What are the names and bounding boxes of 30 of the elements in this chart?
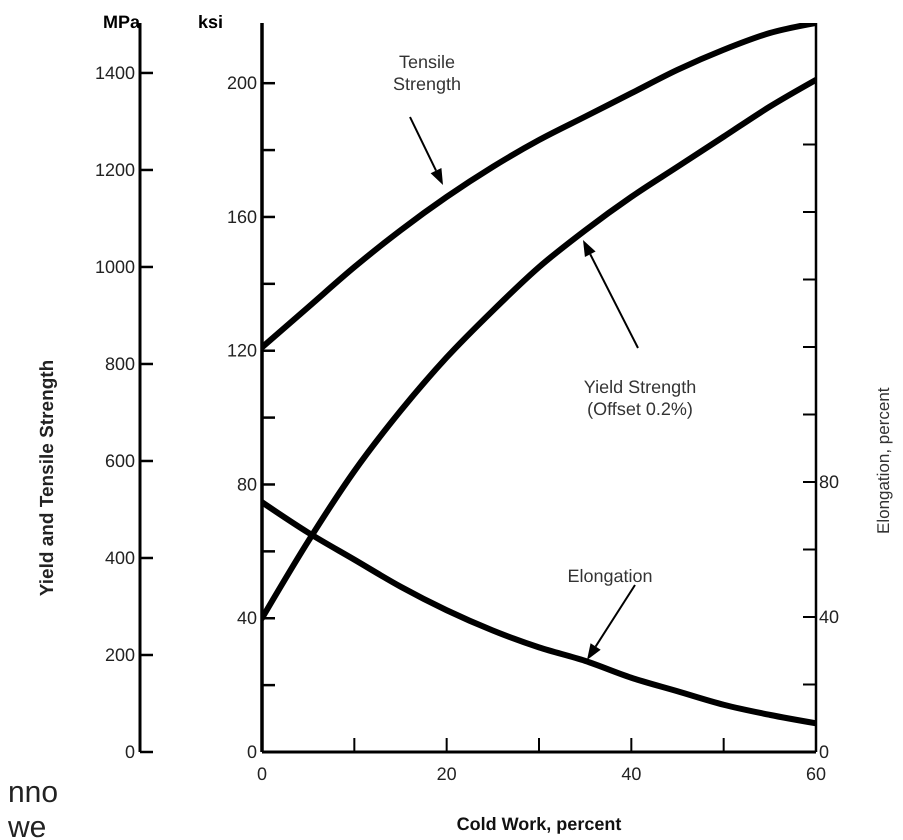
y3-tick-label: 1400 xyxy=(94,62,135,83)
y3-axis-title: MPa xyxy=(102,12,140,33)
x-axis-title: Cold Work, percent xyxy=(456,814,622,834)
y3-tick-label: 1200 xyxy=(94,160,135,180)
y-tick-label: 160 xyxy=(226,206,257,227)
x-tick-label: 20 xyxy=(436,764,457,784)
y-tick-label: 0 xyxy=(246,742,257,762)
y2-tick-label: 0 xyxy=(819,742,830,762)
y-tick-label: 80 xyxy=(236,474,257,494)
annotation: Yield Strength (Offset 0.2%) xyxy=(584,376,696,420)
y3-tick-label: 800 xyxy=(104,354,135,374)
y2-tick-label: 40 xyxy=(819,607,840,627)
y2-tick-label: 80 xyxy=(819,472,840,492)
text: nno xyxy=(8,776,58,810)
y-tick-label: 120 xyxy=(226,340,257,361)
y-tick-label: 40 xyxy=(236,608,257,628)
y3-tick-label: 600 xyxy=(104,450,135,471)
y3-tick-label: 400 xyxy=(104,548,135,568)
y-tick-label: 200 xyxy=(226,73,257,94)
text: Yield and Tensile Strength xyxy=(37,360,59,596)
annotation: Tensile Strength xyxy=(392,51,462,95)
y3-tick-label: 0 xyxy=(124,742,135,762)
y2-axis-title: Elongation, percent xyxy=(874,387,894,534)
y3-tick-label: 1000 xyxy=(94,256,135,277)
x-tick-label: 40 xyxy=(621,764,642,784)
text: we xyxy=(8,811,46,840)
annotation: Elongation xyxy=(567,565,653,587)
x-tick-label: 60 xyxy=(806,764,826,784)
y-axis-title: ksi xyxy=(198,12,224,33)
y3-tick-label: 200 xyxy=(104,644,135,665)
